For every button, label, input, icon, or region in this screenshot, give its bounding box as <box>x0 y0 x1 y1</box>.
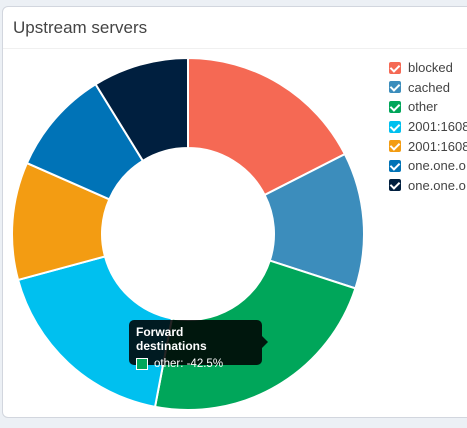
legend-label: cached <box>408 79 450 95</box>
slice-0[interactable] <box>187 56 347 197</box>
legend-checkbox-icon[interactable] <box>389 100 401 113</box>
chart-tooltip: Forward destinations other: -42.5% <box>129 320 268 370</box>
legend-item[interactable]: 2001:1608 <box>389 117 467 137</box>
legend-checkbox-icon[interactable] <box>389 140 401 153</box>
legend-checkbox-icon[interactable] <box>389 159 401 172</box>
panel-header: Upstream servers <box>3 7 467 49</box>
legend-checkbox-icon[interactable] <box>389 61 401 74</box>
legend-item[interactable]: one.one.o <box>389 156 467 176</box>
legend-label: one.one.o <box>408 177 466 193</box>
legend-label: 2001:1608 <box>408 138 467 154</box>
legend-item[interactable]: other <box>389 97 467 117</box>
legend-label: 2001:1608 <box>408 119 467 135</box>
legend-checkbox-icon[interactable] <box>389 179 401 192</box>
legend-label: other <box>408 99 438 115</box>
legend-label: one.one.o <box>408 158 466 174</box>
legend-label: blocked <box>408 60 453 76</box>
legend-item[interactable]: blocked <box>389 58 467 78</box>
legend-item[interactable]: cached <box>389 78 467 98</box>
chart-legend: blocked cached other 2001:1608 2001:1608 one.… <box>389 58 467 195</box>
slice-3[interactable] <box>16 255 174 409</box>
tooltip-color-swatch <box>136 358 148 370</box>
tooltip-title: Forward destinations <box>136 325 207 353</box>
panel-title: Upstream servers <box>13 18 148 37</box>
tooltip-row: other: -42.5% <box>136 358 255 370</box>
legend-checkbox-icon[interactable] <box>389 81 401 94</box>
legend-checkbox-icon[interactable] <box>389 120 401 133</box>
legend-item[interactable]: 2001:1608 <box>389 136 467 156</box>
tooltip-label: other: -42.5% <box>154 358 224 370</box>
slice-6[interactable] <box>94 56 189 163</box>
legend-item[interactable]: one.one.o <box>389 176 467 196</box>
